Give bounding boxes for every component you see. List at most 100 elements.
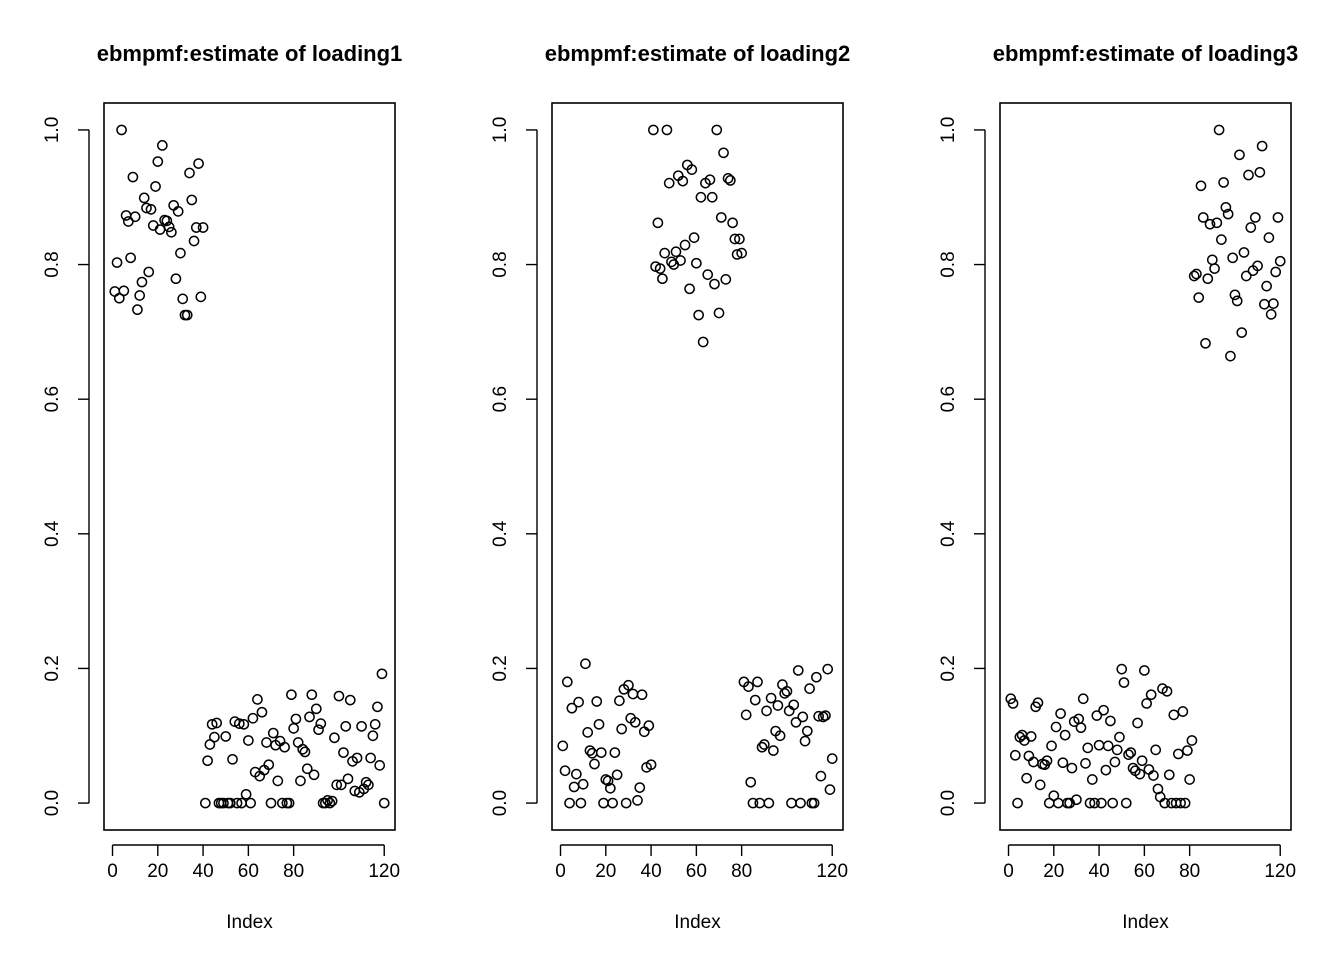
data-point	[1057, 757, 1069, 769]
data-point	[1186, 735, 1198, 746]
data-point	[604, 782, 616, 794]
data-point	[243, 735, 254, 746]
y-tick-label: 0.8	[42, 251, 63, 277]
data-point	[1082, 742, 1094, 754]
data-point	[154, 224, 166, 235]
data-point	[1134, 768, 1146, 780]
data-point	[304, 711, 315, 723]
x-tick-label: 20	[1043, 861, 1064, 882]
data-point	[1268, 298, 1279, 309]
data-point	[774, 730, 786, 742]
data-point	[197, 222, 209, 233]
x-tick-label: 80	[283, 861, 304, 882]
data-point	[161, 215, 173, 227]
data-point	[1220, 201, 1232, 213]
data-point	[1025, 731, 1037, 742]
data-point	[1195, 180, 1207, 192]
data-point	[772, 700, 784, 711]
y-tick-label: 0.4	[42, 520, 63, 547]
data-point	[722, 173, 734, 184]
x-tick-label: 40	[641, 861, 662, 882]
x-tick-label: 40	[193, 861, 214, 882]
data-point	[586, 747, 598, 759]
data-point	[589, 758, 600, 770]
data-point	[116, 124, 127, 136]
data-point	[1229, 289, 1241, 301]
data-point	[679, 239, 691, 251]
data-point	[118, 285, 130, 297]
data-point	[1007, 698, 1019, 709]
data-point	[351, 752, 363, 764]
data-point	[374, 760, 386, 771]
data-point	[1179, 797, 1191, 809]
data-point	[1071, 794, 1082, 806]
x-tick-label: 20	[147, 861, 168, 882]
data-point	[804, 683, 815, 694]
data-point	[598, 797, 609, 809]
y-tick-label: 0.6	[42, 386, 63, 412]
data-point	[1227, 252, 1239, 264]
data-point	[620, 797, 632, 809]
data-point	[573, 696, 584, 708]
data-point	[1243, 169, 1254, 181]
data-point	[584, 745, 596, 756]
data-point	[152, 156, 164, 167]
data-point	[677, 175, 689, 187]
data-point	[1052, 797, 1064, 809]
data-point	[1086, 774, 1098, 785]
data-point	[263, 759, 275, 771]
data-point	[111, 257, 123, 268]
data-point	[340, 720, 352, 732]
data-point	[1252, 260, 1263, 272]
x-tick-label: 20	[595, 861, 616, 882]
data-point	[1148, 770, 1159, 781]
data-point	[1107, 797, 1119, 809]
data-point	[301, 763, 313, 775]
x-axis-label: Index	[226, 912, 273, 933]
data-points	[109, 124, 390, 809]
data-point	[790, 716, 802, 728]
data-point	[342, 773, 354, 785]
data-point	[675, 255, 686, 266]
data-point	[1272, 212, 1284, 223]
data-point	[1172, 748, 1184, 760]
data-point	[1216, 234, 1227, 245]
data-point	[224, 797, 236, 809]
data-points	[557, 124, 838, 809]
data-point	[568, 781, 580, 793]
data-point	[561, 676, 573, 688]
chart-title: ebmpmf:estimate of loading1	[97, 41, 403, 66]
data-point	[1141, 698, 1152, 709]
data-point	[1034, 779, 1046, 791]
data-point	[1100, 764, 1112, 776]
x-tick-label: 60	[686, 861, 707, 882]
x-tick-label: 80	[1179, 861, 1200, 882]
data-point	[120, 210, 132, 221]
data-point	[695, 191, 707, 203]
data-point	[181, 309, 193, 321]
data-point	[600, 774, 612, 785]
data-point	[286, 689, 297, 701]
data-point	[765, 692, 777, 704]
data-point	[724, 175, 736, 186]
data-point	[1234, 149, 1245, 161]
data-point	[820, 710, 831, 721]
data-point	[1200, 337, 1211, 349]
data-point	[1265, 309, 1277, 320]
data-point	[338, 747, 349, 758]
data-point	[1274, 255, 1286, 267]
data-point	[163, 221, 175, 233]
x-tick-label: 60	[1134, 861, 1155, 882]
data-point	[713, 307, 725, 319]
data-point	[634, 782, 646, 793]
data-point	[632, 795, 643, 806]
data-point	[310, 703, 322, 715]
data-point	[661, 124, 673, 136]
data-point	[688, 232, 700, 243]
data-point	[749, 694, 761, 706]
data-point	[1118, 677, 1130, 688]
data-point	[1177, 706, 1189, 717]
data-point	[141, 202, 152, 214]
data-point	[1098, 704, 1109, 716]
data-point	[786, 797, 797, 809]
